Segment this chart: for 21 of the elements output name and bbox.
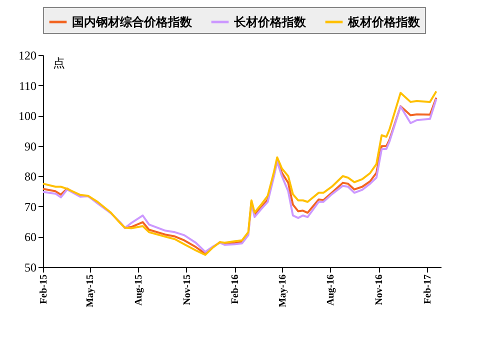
legend-label: 国内钢材综合价格指数: [72, 15, 193, 29]
y-tick-label: 60: [24, 230, 36, 244]
legend-label: 板材价格指数: [347, 15, 421, 29]
x-tick-label: Feb-15: [38, 274, 50, 304]
x-tick-label: Aug-16: [326, 274, 337, 306]
y-tick-label: 100: [18, 109, 36, 124]
x-tick-label: Feb-16: [230, 274, 242, 304]
x-tick-label: Aug-15: [134, 274, 145, 306]
x-tick-label: Nov-16: [374, 274, 386, 306]
x-tick-label: Nov-15: [182, 274, 193, 306]
y-tick-label: 90: [24, 139, 36, 154]
x-tick-label: May-16: [277, 274, 288, 308]
legend-label: 长材价格指数: [233, 15, 307, 29]
y-axis-title: 点: [53, 56, 65, 70]
x-tick-label: May-15: [85, 274, 96, 308]
y-tick-label: 110: [18, 78, 36, 93]
y-tick-label: 50: [24, 260, 36, 274]
y-tick-label: 70: [24, 200, 36, 214]
y-tick-label: 120: [18, 48, 36, 62]
y-tick-label: 80: [24, 170, 36, 184]
x-tick-label: Feb-17: [422, 274, 434, 304]
